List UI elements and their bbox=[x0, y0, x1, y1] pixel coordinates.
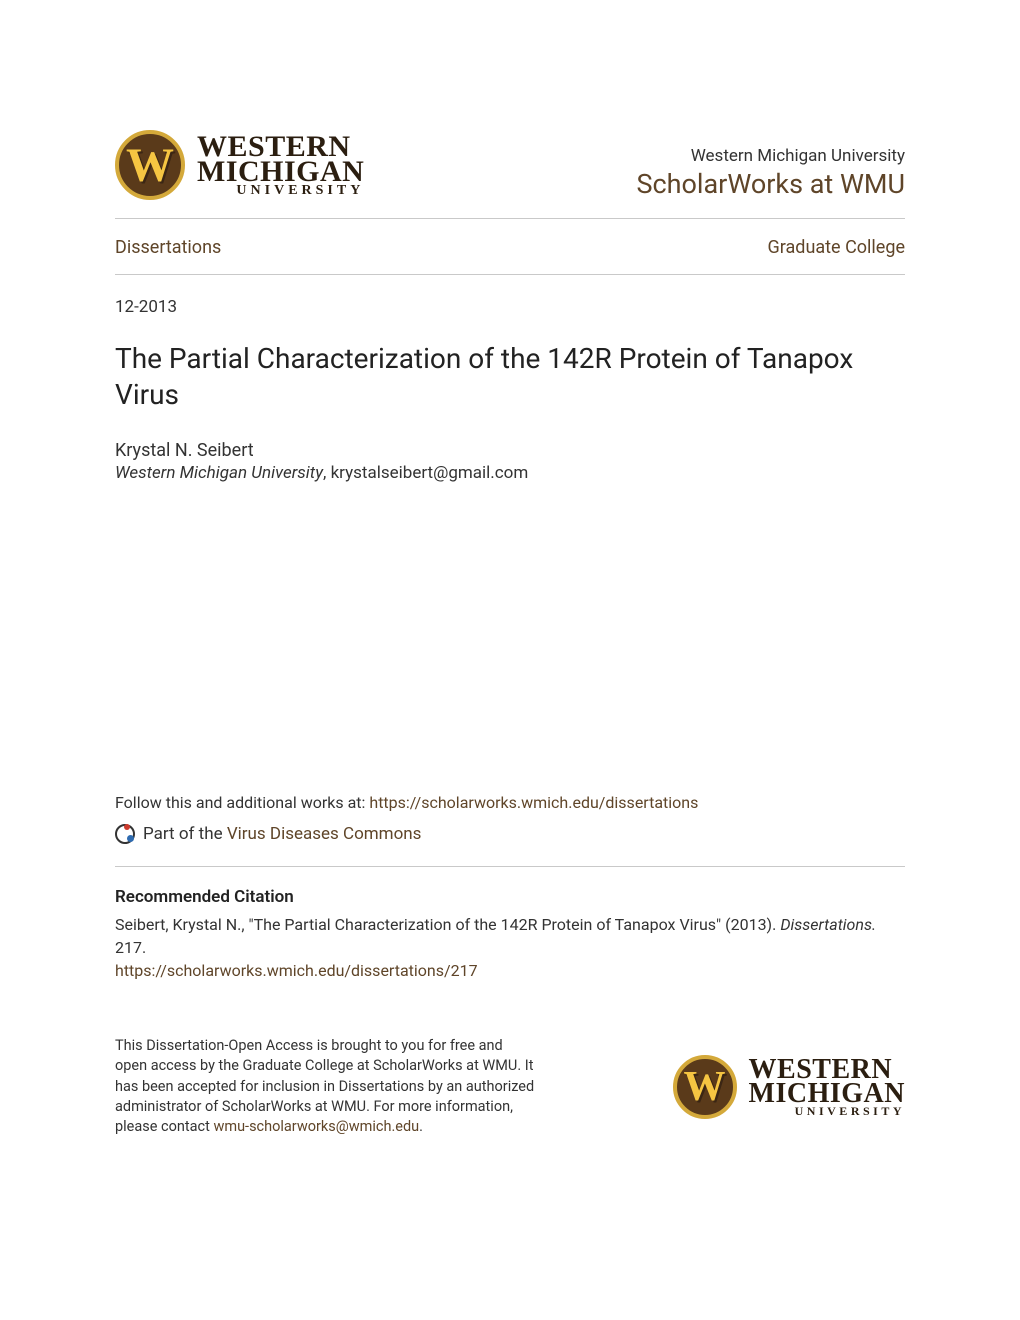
page-title: The Partial Characterization of the 142R… bbox=[115, 341, 905, 414]
collection-link[interactable]: Dissertations bbox=[115, 237, 221, 258]
footer-period: . bbox=[419, 1118, 423, 1135]
college-link[interactable]: Graduate College bbox=[768, 237, 906, 258]
citation-url[interactable]: https://scholarworks.wmich.edu/dissertat… bbox=[115, 961, 905, 980]
logo-wordmark: WESTERN MICHIGAN UNIVERSITY bbox=[749, 1058, 905, 1116]
footer-logo: W WESTERN MICHIGAN UNIVERSITY bbox=[673, 1055, 905, 1119]
network-commons-icon bbox=[115, 824, 135, 844]
citation-heading: Recommended Citation bbox=[115, 887, 905, 907]
author-affiliation: Western Michigan University, krystalseib… bbox=[115, 463, 905, 483]
university-logo: W WESTERN MICHIGAN UNIVERSITY bbox=[115, 130, 364, 200]
logo-line2: MICHIGAN bbox=[197, 159, 364, 185]
logo-w-icon: W bbox=[115, 130, 185, 200]
follow-prefix: Follow this and additional works at: bbox=[115, 793, 369, 812]
spacer bbox=[115, 483, 905, 793]
follow-url-link[interactable]: https://scholarworks.wmich.edu/dissertat… bbox=[369, 793, 698, 812]
commons-link[interactable]: Virus Diseases Commons bbox=[227, 824, 422, 844]
citation-text: Seibert, Krystal N., "The Partial Charac… bbox=[115, 915, 780, 934]
citation-block: Recommended Citation Seibert, Krystal N.… bbox=[115, 866, 905, 980]
footer-text: This Dissertation-Open Access is brought… bbox=[115, 1036, 535, 1137]
logo-line2: MICHIGAN bbox=[749, 1082, 905, 1106]
citation-body: Seibert, Krystal N., "The Partial Charac… bbox=[115, 913, 905, 959]
author-name: Krystal N. Seibert bbox=[115, 440, 905, 461]
publication-date: 12-2013 bbox=[115, 297, 905, 317]
breadcrumb: Dissertations Graduate College bbox=[115, 219, 905, 274]
footer: This Dissertation-Open Access is brought… bbox=[115, 1036, 905, 1137]
logo-wordmark: WESTERN MICHIGAN UNIVERSITY bbox=[197, 134, 364, 197]
rule-nav bbox=[115, 274, 905, 275]
citation-series: Dissertations. bbox=[780, 915, 876, 934]
author-email: krystalseibert@gmail.com bbox=[331, 463, 529, 483]
university-name: Western Michigan University bbox=[637, 146, 906, 166]
affil-sep: , bbox=[323, 463, 331, 483]
author-institution: Western Michigan University bbox=[115, 463, 323, 483]
header-right: Western Michigan University ScholarWorks… bbox=[637, 146, 906, 200]
contact-email-link[interactable]: wmu-scholarworks@wmich.edu bbox=[213, 1118, 419, 1135]
follow-works: Follow this and additional works at: htt… bbox=[115, 793, 905, 812]
partof-prefix: Part of the bbox=[143, 824, 227, 844]
citation-number: 217. bbox=[115, 938, 146, 957]
page: W WESTERN MICHIGAN UNIVERSITY Western Mi… bbox=[0, 0, 1020, 1198]
header: W WESTERN MICHIGAN UNIVERSITY Western Mi… bbox=[115, 130, 905, 200]
part-of-commons: Part of the Virus Diseases Commons bbox=[115, 824, 905, 844]
site-name[interactable]: ScholarWorks at WMU bbox=[637, 168, 906, 200]
logo-w-icon: W bbox=[673, 1055, 737, 1119]
